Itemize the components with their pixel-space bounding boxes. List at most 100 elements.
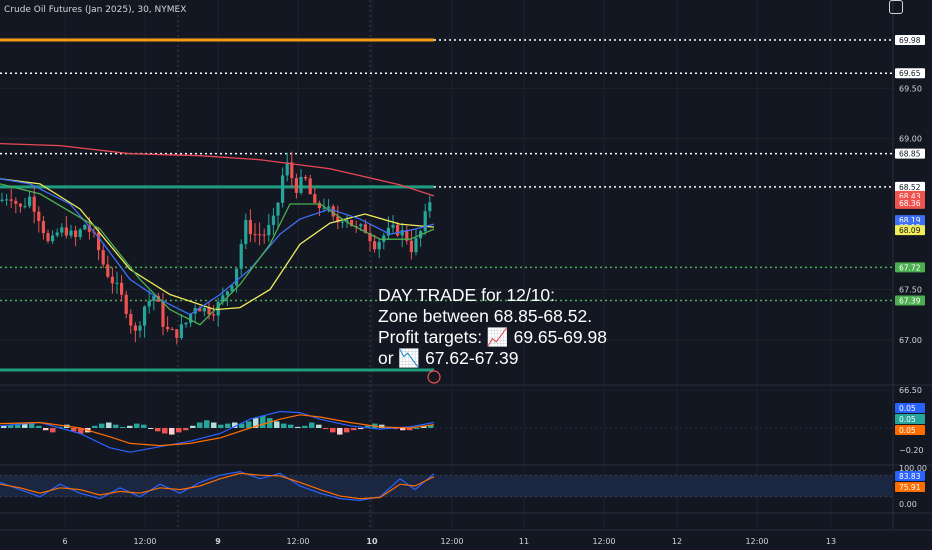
candle-body [405, 230, 409, 241]
level-badge: 68.85 [899, 150, 921, 159]
candle-body [74, 230, 78, 238]
candle-body [235, 268, 239, 286]
level-badge-bg [895, 68, 925, 79]
candle-body [147, 300, 151, 307]
candle-body [322, 207, 326, 209]
candle-body [423, 211, 427, 232]
macd-histogram-bar [190, 425, 196, 428]
macd-histogram-bar [113, 424, 119, 428]
moving-average-line [0, 178, 435, 311]
level-badge: 68.52 [899, 183, 921, 192]
trade-note: DAY TRADE for 12/10: Zone between 68.85-… [378, 285, 607, 369]
price-badge-bg [895, 197, 925, 208]
macd-histogram-bar [71, 428, 77, 432]
candle-body [276, 202, 280, 216]
candle-body [396, 224, 400, 236]
candle-body [124, 294, 128, 314]
x-tick-label: 12:00 [440, 537, 463, 546]
candle-body [161, 301, 165, 327]
macd-histogram-bar [211, 422, 217, 428]
scale-toggle-button[interactable] [889, 0, 903, 14]
candle-body [359, 224, 363, 227]
macd-histogram-bar [407, 428, 413, 431]
candle-body [317, 202, 321, 209]
macd-histogram-bar [8, 424, 14, 428]
candle-body [106, 264, 110, 277]
candle-body [143, 306, 147, 326]
candle-body [138, 325, 142, 331]
note-line: DAY TRADE for 12/10: [378, 285, 556, 305]
price-badge: 68.36 [899, 199, 921, 208]
x-tick-label: 12:00 [286, 537, 309, 546]
candle-body [313, 194, 317, 203]
candle-body [308, 178, 312, 195]
macd-histogram-bar [428, 424, 434, 428]
candle-body [294, 178, 298, 193]
candle-body [14, 200, 18, 204]
candle-body [327, 206, 331, 208]
macd-histogram-bar [379, 424, 385, 428]
macd-histogram-bar [295, 426, 301, 428]
candle-body [267, 224, 271, 236]
candle-body [244, 220, 248, 244]
candle-body [37, 211, 41, 221]
candle-body [350, 220, 354, 227]
macd-line [0, 410, 435, 453]
candle-body [87, 224, 91, 232]
x-tick-label: 6 [62, 537, 67, 546]
candle-body [285, 162, 289, 176]
x-tick-label: 12:00 [745, 537, 768, 546]
macd-histogram-bar [162, 428, 168, 434]
macd-histogram-bar [183, 428, 189, 431]
candle-body [340, 221, 344, 223]
candle-body [363, 224, 367, 234]
macd-histogram-bar [134, 423, 140, 428]
rsi-tick-label: 100.00 [899, 464, 927, 473]
x-tick-label: 10 [366, 537, 378, 546]
macd-histogram-bar [225, 423, 231, 428]
macd-histogram-bar [330, 428, 336, 433]
macd-histogram-bar [337, 428, 343, 435]
macd-badge: 0.05 [899, 426, 916, 435]
macd-histogram-bar [120, 426, 126, 428]
candle-body [115, 282, 119, 284]
macd-histogram-bar [351, 428, 357, 431]
candle-body [202, 307, 206, 312]
macd-histogram-bar [421, 425, 427, 428]
macd-histogram-bar [267, 418, 273, 428]
macd-histogram-bar [127, 425, 133, 428]
note-line: or 📉 67.62-67.39 [378, 348, 519, 368]
y-tick-label: 69.00 [899, 135, 922, 144]
candle-body [400, 230, 404, 236]
candle-body [386, 227, 390, 236]
macd-histogram-bar [169, 428, 175, 435]
rsi-badge-bg [895, 471, 925, 481]
x-tick-label: 12:00 [133, 537, 156, 546]
macd-badge-bg [895, 425, 925, 435]
candle-body [290, 162, 294, 179]
macd-histogram-bar [232, 422, 238, 428]
macd-tick-label: −0.20 [899, 446, 924, 455]
macd-histogram-bar [22, 422, 28, 428]
x-tick-label: 13 [826, 537, 836, 546]
candle-body [248, 220, 252, 235]
macd-histogram-bar [281, 423, 287, 428]
candle-body [55, 232, 59, 236]
candle-body [5, 199, 9, 201]
candle-body [377, 241, 381, 250]
price-badge: 68.43 [899, 192, 921, 201]
candle-body [391, 224, 395, 228]
macd-histogram-bar [274, 421, 280, 428]
macd-histogram-bar [246, 421, 252, 428]
moving-average-line [0, 142, 435, 197]
note-line: Zone between 68.85-68.52. [378, 306, 593, 326]
x-tick-label: 11 [519, 537, 529, 546]
price-badge: 68.19 [899, 216, 921, 225]
macd-histogram-bar [358, 428, 364, 430]
macd-histogram-bar [176, 428, 182, 433]
candle-body [230, 285, 234, 292]
x-tick-label: 12:00 [592, 537, 615, 546]
candle-body [18, 203, 22, 207]
candle-body [101, 250, 105, 265]
